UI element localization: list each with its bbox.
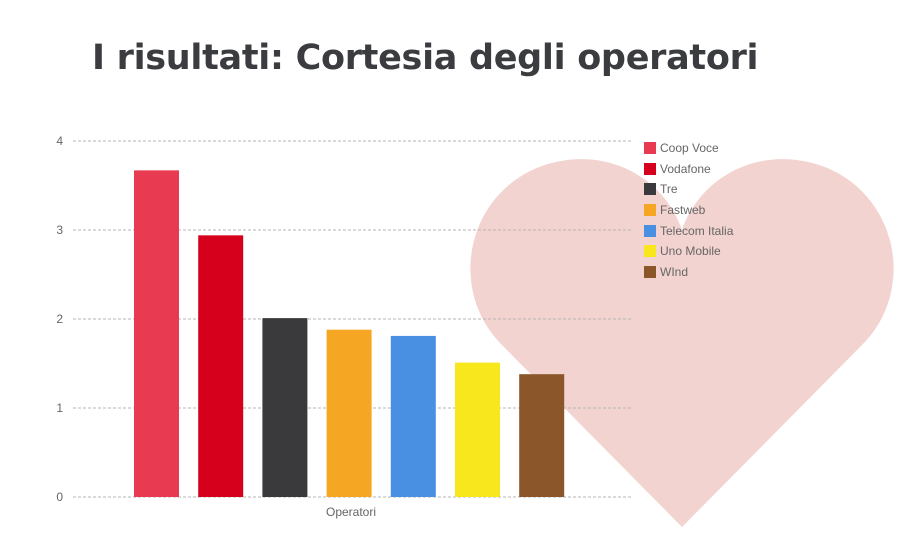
bar bbox=[262, 318, 308, 497]
legend-swatch bbox=[644, 245, 656, 258]
y-axis-ticks: 0 1 2 3 4 bbox=[56, 134, 63, 504]
legend-item: Telecom Italia bbox=[644, 220, 733, 241]
legend-label: Fastweb bbox=[660, 203, 706, 218]
y-tick-label: 2 bbox=[56, 312, 63, 326]
page-title: I risultati: Cortesia degli operatori bbox=[92, 38, 759, 78]
legend-item: Vodafone bbox=[644, 159, 733, 180]
legend-label: Uno Mobile bbox=[660, 244, 721, 259]
chart-legend: Coop Voce Vodafone Tre Fastweb Telecom Itali… bbox=[644, 138, 733, 282]
bar bbox=[519, 374, 565, 497]
legend-item: Fastweb bbox=[644, 200, 733, 221]
y-tick-label: 0 bbox=[56, 490, 63, 504]
legend-item: Coop Voce bbox=[644, 138, 733, 159]
legend-swatch bbox=[644, 265, 656, 278]
bar bbox=[134, 170, 179, 497]
legend-label: Tre bbox=[660, 182, 678, 197]
legend-item: Tre bbox=[644, 179, 733, 200]
bar bbox=[455, 362, 500, 497]
bar bbox=[198, 235, 244, 497]
bars bbox=[134, 170, 565, 497]
legend-swatch bbox=[644, 183, 656, 196]
legend-label: Telecom Italia bbox=[660, 223, 734, 238]
legend-label: Vodafone bbox=[660, 161, 711, 176]
legend-swatch bbox=[644, 162, 656, 175]
legend-swatch bbox=[644, 204, 656, 217]
y-tick-label: 3 bbox=[56, 223, 63, 237]
y-tick-label: 1 bbox=[56, 401, 63, 415]
y-tick-label: 4 bbox=[56, 134, 63, 148]
legend-swatch bbox=[644, 224, 656, 237]
legend-label: WInd bbox=[660, 264, 689, 279]
legend-item: Uno Mobile bbox=[644, 241, 733, 262]
bar bbox=[326, 329, 372, 497]
legend-label: Coop Voce bbox=[660, 141, 719, 156]
legend-swatch bbox=[644, 142, 656, 155]
bar bbox=[390, 335, 436, 497]
x-axis-label: Operatori bbox=[326, 505, 376, 519]
legend-item: WInd bbox=[644, 262, 733, 283]
